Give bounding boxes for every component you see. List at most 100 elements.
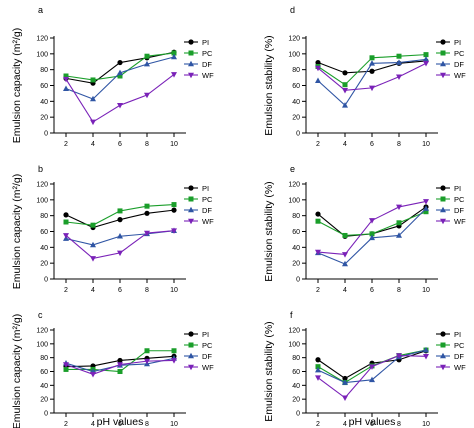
data-point-pc (171, 50, 177, 56)
legend-label: DF (202, 206, 212, 215)
data-point-df (423, 205, 429, 211)
data-point-wf (396, 204, 402, 211)
legend-label: DF (202, 352, 212, 361)
x-tick-label: 10 (422, 287, 430, 294)
data-point-wf (90, 371, 96, 378)
data-point-wf (63, 362, 69, 368)
y-tick-label: 120 (288, 328, 300, 335)
x-axis-label: pH values (349, 416, 396, 428)
data-point-df (369, 376, 375, 383)
data-point-wf (423, 199, 429, 205)
data-point-pi (342, 375, 348, 382)
data-point-df (423, 56, 429, 62)
legend-label: DF (454, 352, 464, 361)
legend: PI PC DF WF (184, 184, 214, 226)
y-tick-label: 60 (292, 229, 300, 236)
legend-label: PC (202, 341, 213, 350)
data-point-df (90, 95, 96, 102)
data-point-df (117, 233, 123, 239)
legend-marker (188, 50, 194, 56)
data-point-wf (63, 76, 69, 83)
y-axis-label: Emulsion stability (%) (263, 181, 275, 281)
legend-marker (188, 206, 194, 213)
data-point-pc (342, 232, 348, 238)
y-tick-label: 0 (44, 411, 48, 418)
x-tick-label: 4 (343, 421, 347, 428)
y-tick-label: 40 (292, 99, 300, 106)
panel-letter: a (38, 5, 43, 15)
data-point-pc (117, 369, 123, 374)
data-point-wf (315, 375, 321, 381)
series-df (315, 205, 429, 267)
y-tick-label: 120 (36, 182, 48, 189)
data-point-pi (342, 70, 348, 76)
y-axis-label: Emulsion stability (%) (263, 35, 275, 135)
x-tick-label: 10 (170, 141, 178, 148)
y-tick-label: 20 (40, 115, 48, 122)
x-tick-label: 2 (316, 287, 320, 294)
series-line-df (317, 58, 427, 107)
data-point-wf (423, 61, 429, 67)
legend-label: WF (202, 217, 214, 226)
x-tick-label: 10 (422, 141, 430, 148)
x-tick-label: 8 (397, 287, 401, 294)
y-axis-label: Emulsion capacity (m²/g) (11, 28, 23, 144)
data-point-df (171, 53, 177, 60)
data-point-pi (117, 59, 123, 66)
y-tick-label: 40 (40, 99, 48, 106)
legend-marker (188, 331, 194, 337)
legend-label: DF (454, 206, 464, 215)
data-point-pc (144, 203, 150, 209)
data-point-pc (423, 52, 429, 58)
panel-c: 0 20 40 60 80 100 120 2 4 6 8 10 c Emulsion capacity … (11, 310, 214, 428)
y-axis-label: Emulsion capacity (m²/g) (11, 314, 23, 428)
panel-e: 0 20 40 60 80 100 120 2 4 6 8 10 e Emulsion stability… (263, 164, 466, 294)
legend-marker (440, 72, 446, 79)
legend-label: PI (202, 184, 209, 193)
legend-marker (440, 185, 446, 191)
x-tick-label: 4 (91, 287, 95, 294)
panel-letter: b (38, 164, 43, 174)
data-point-pi (315, 357, 321, 363)
legend-label: PC (202, 49, 213, 58)
y-tick-label: 120 (288, 36, 300, 43)
y-tick-label: 40 (292, 383, 300, 390)
data-point-pc (117, 208, 123, 214)
y-tick-label: 20 (292, 261, 300, 268)
y-tick-label: 60 (40, 83, 48, 90)
data-point-pi (144, 210, 150, 216)
x-tick-label: 2 (64, 421, 68, 428)
y-tick-label: 80 (292, 355, 300, 362)
data-point-df (63, 85, 69, 91)
series-pi (63, 207, 177, 231)
y-tick-label: 20 (292, 115, 300, 122)
data-point-wf (171, 228, 177, 234)
data-point-pc (171, 202, 177, 208)
series-wf (63, 72, 177, 126)
x-tick-label: 8 (397, 141, 401, 148)
y-tick-label: 20 (292, 397, 300, 404)
data-point-pi (117, 217, 123, 223)
data-point-pc (171, 348, 177, 354)
data-point-df (144, 60, 150, 67)
legend-label: DF (202, 60, 212, 69)
data-point-df (342, 379, 348, 385)
data-point-wf (144, 230, 150, 237)
y-tick-label: 100 (288, 197, 300, 204)
data-point-df (90, 241, 96, 248)
data-point-pc (369, 231, 375, 237)
y-tick-label: 0 (296, 131, 300, 138)
series-df (63, 53, 177, 102)
legend-marker (188, 185, 194, 191)
data-point-wf (117, 362, 123, 368)
legend-label: WF (454, 363, 466, 372)
y-tick-label: 80 (40, 355, 48, 362)
data-point-wf (90, 119, 96, 126)
y-tick-label: 40 (292, 245, 300, 252)
legend-label: PI (202, 330, 209, 339)
data-point-pi (117, 357, 123, 364)
y-tick-label: 0 (44, 277, 48, 284)
x-tick-label: 6 (370, 421, 374, 428)
y-tick-label: 80 (292, 67, 300, 74)
